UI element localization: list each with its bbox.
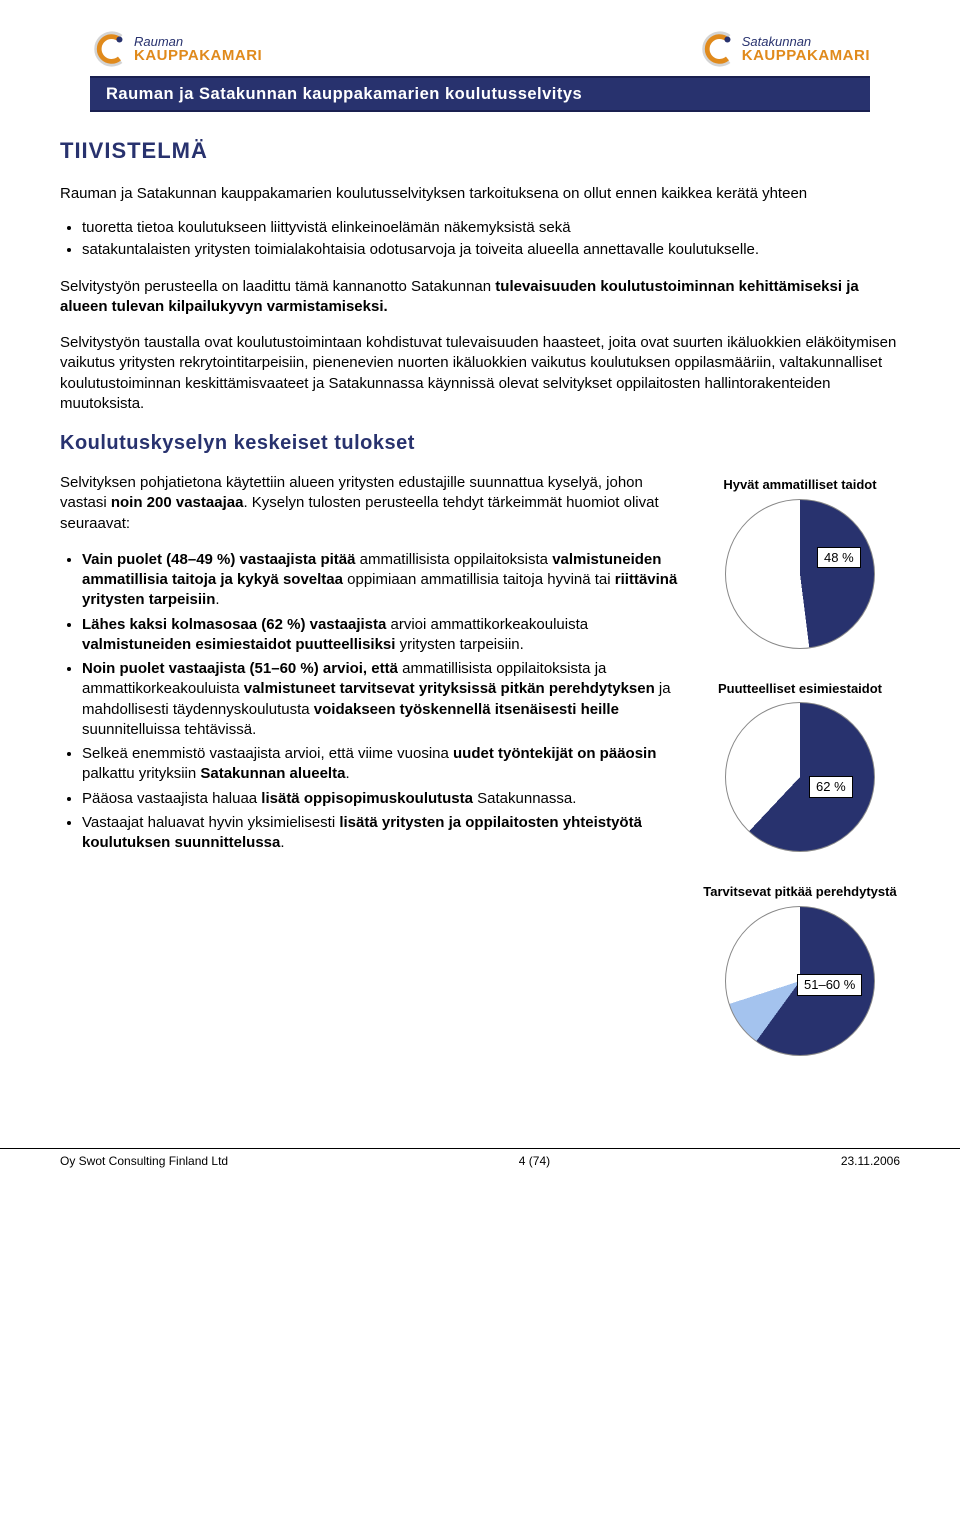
bullet-item: tuoretta tietoa koulutukseen liittyvistä… bbox=[82, 218, 900, 238]
pie-label: 62 % bbox=[809, 776, 853, 798]
page-footer: Oy Swot Consulting Finland Ltd 4 (74) 23… bbox=[0, 1149, 960, 1179]
footer-left: Oy Swot Consulting Finland Ltd bbox=[60, 1153, 228, 1169]
document-title-bar: Rauman ja Satakunnan kauppakamarien koul… bbox=[90, 76, 870, 112]
heading-tulokset: Koulutuskyselyn keskeiset tulokset bbox=[60, 430, 900, 457]
chart-title: Tarvitsevat pitkää perehdytystä bbox=[703, 884, 896, 900]
pie-chart: Tarvitsevat pitkää perehdytystä 51–60 % bbox=[703, 884, 896, 1056]
chart-title: Hyvät ammatilliset taidot bbox=[723, 477, 876, 493]
header-logos: Rauman KAUPPAKAMARI Satakunnan KAUPPAKAM… bbox=[60, 30, 900, 68]
finding-item: Vain puolet (48–49 %) vastaajista pitää … bbox=[82, 550, 680, 611]
paragraph-2: Selvitystyön taustalla ovat koulutustoim… bbox=[60, 333, 900, 414]
finding-item: Pääosa vastaajista haluaa lisätä oppisop… bbox=[82, 789, 680, 809]
intro-bullets: tuoretta tietoa koulutukseen liittyvistä… bbox=[82, 218, 900, 261]
footer-right: 23.11.2006 bbox=[841, 1153, 900, 1169]
paragraph-1: Selvitystyön perusteella on laadittu täm… bbox=[60, 277, 900, 318]
logo-right-bottom: KAUPPAKAMARI bbox=[742, 48, 870, 63]
finding-item: Lähes kaksi kolmasosaa (62 %) vastaajist… bbox=[82, 615, 680, 656]
finding-item: Noin puolet vastaajista (51–60 %) arvioi… bbox=[82, 659, 680, 740]
pie-label: 51–60 % bbox=[797, 974, 862, 996]
bullet-item: satakuntalaisten yritysten toimialakohta… bbox=[82, 240, 900, 260]
logo-satakunta: Satakunnan KAUPPAKAMARI bbox=[698, 30, 870, 68]
survey-intro: Selvityksen pohjatietona käytettiin alue… bbox=[60, 473, 680, 534]
finding-item: Selkeä enemmistö vastaajista arvioi, ett… bbox=[82, 744, 680, 785]
logo-c-icon bbox=[90, 30, 128, 68]
logo-c-icon bbox=[698, 30, 736, 68]
logo-rauma: Rauman KAUPPAKAMARI bbox=[90, 30, 262, 68]
pie-label: 48 % bbox=[817, 547, 861, 569]
charts-column: Hyvät ammatilliset taidot 48 % Puutteellis… bbox=[700, 473, 900, 1078]
finding-item: Vastaajat haluavat hyvin yksimielisesti … bbox=[82, 813, 680, 854]
intro-paragraph: Rauman ja Satakunnan kauppakamarien koul… bbox=[60, 184, 900, 204]
pie-chart: Hyvät ammatilliset taidot 48 % bbox=[723, 477, 876, 649]
findings-list: Vain puolet (48–49 %) vastaajista pitää … bbox=[82, 550, 680, 854]
chart-title: Puutteelliset esimiestaidot bbox=[718, 681, 882, 697]
pie-chart: Puutteelliset esimiestaidot 62 % bbox=[718, 681, 882, 853]
logo-left-bottom: KAUPPAKAMARI bbox=[134, 48, 262, 63]
footer-center: 4 (74) bbox=[519, 1153, 550, 1169]
heading-tiivistelma: TIIVISTELMÄ bbox=[60, 136, 900, 166]
